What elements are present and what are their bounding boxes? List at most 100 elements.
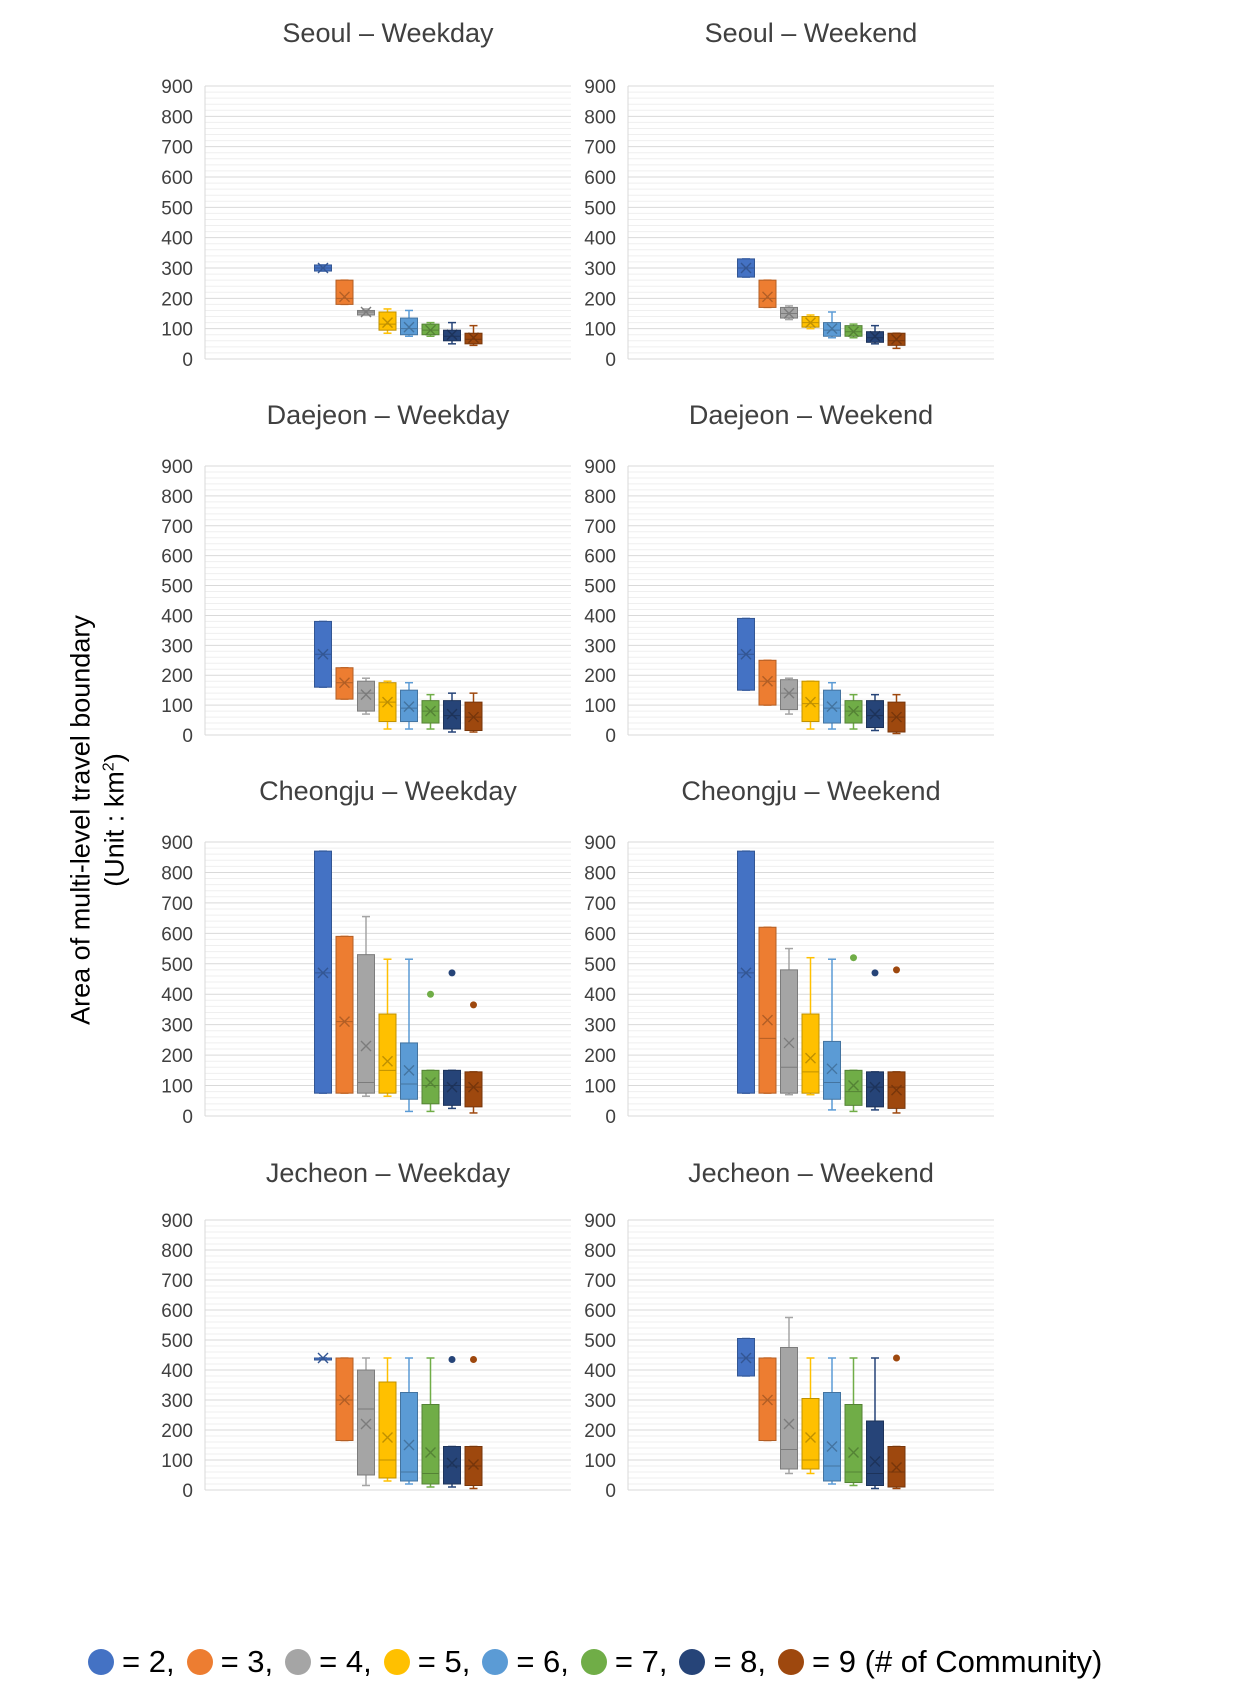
mean-marker: [317, 648, 329, 660]
outlier-point: [871, 969, 879, 977]
y-tick-label: 900: [161, 833, 193, 854]
y-tick-label: 200: [584, 289, 616, 310]
legend-label: = 8,: [713, 1644, 767, 1679]
box-4: [780, 1347, 798, 1470]
y-tick-label: 700: [161, 517, 193, 538]
legend-marker: [778, 1649, 805, 1675]
y-tick-label: 100: [584, 1451, 616, 1472]
y-tick-label: 500: [161, 198, 193, 219]
mean-marker: [425, 705, 436, 717]
mean-marker: [360, 1040, 372, 1052]
box-7: [421, 1069, 440, 1105]
chart-title: Cheongju – Weekday: [259, 776, 517, 806]
box-5: [378, 1381, 397, 1479]
mean-marker: [403, 701, 415, 713]
y-tick-label: 800: [584, 863, 616, 884]
legend-item: = 6,: [482, 1644, 569, 1680]
y-tick-label: 800: [161, 1241, 193, 1262]
y-tick-label: 300: [161, 259, 193, 280]
outlier-point: [893, 1354, 900, 1362]
y-tick-label: 300: [161, 1016, 193, 1037]
mean-marker: [848, 705, 859, 717]
y-tick-label: 200: [584, 666, 616, 687]
y-tick-label: 0: [605, 1107, 616, 1128]
legend-item: = 2,: [88, 1644, 175, 1680]
y-tick-label: 100: [161, 1451, 193, 1472]
box-3: [758, 659, 777, 706]
y-tick-label: 200: [161, 1421, 193, 1442]
y-tick-label: 100: [161, 320, 193, 341]
y-tick-label: 600: [161, 168, 193, 189]
y-axis-label-line1: Area of multi-level travel boundary: [65, 615, 96, 1025]
y-tick-label: 500: [584, 198, 616, 219]
box-8: [866, 1071, 884, 1108]
y-tick-label: 100: [161, 1077, 193, 1098]
mean-marker: [891, 1084, 902, 1096]
y-tick-label: 300: [584, 1016, 616, 1037]
mean-marker: [446, 329, 458, 341]
box-7: [844, 1069, 863, 1106]
legend-marker: [186, 1649, 213, 1675]
mean-marker: [360, 306, 372, 318]
y-tick-label: 100: [584, 1077, 616, 1098]
box-3: [335, 935, 354, 1094]
y-tick-label: 0: [605, 350, 616, 371]
mean-marker: [740, 967, 752, 979]
y-tick-label: 300: [161, 636, 193, 657]
y-tick-label: 800: [584, 1241, 616, 1262]
mean-marker: [762, 675, 773, 687]
mean-marker: [468, 1459, 479, 1470]
y-tick-label: 700: [161, 894, 193, 915]
y-tick-label: 600: [584, 547, 616, 568]
y-tick-label: 300: [584, 1391, 616, 1412]
y-tick-label: 400: [584, 985, 616, 1006]
y-tick-label: 900: [161, 77, 193, 98]
legend-label: = 5,: [417, 1644, 471, 1679]
mean-marker: [891, 711, 902, 723]
box-3: [335, 279, 354, 305]
y-tick-label: 400: [161, 606, 193, 627]
mean-marker: [446, 1457, 458, 1469]
legend-marker: [285, 1649, 312, 1675]
y-tick-label: 900: [584, 77, 616, 98]
legend-marker: [383, 1649, 410, 1675]
legend-label: = 3,: [220, 1644, 274, 1679]
box-6: [400, 1392, 418, 1482]
mean-marker: [740, 262, 752, 274]
box-4: [780, 969, 798, 1094]
y-tick-label: 800: [584, 107, 616, 128]
mean-marker: [762, 1394, 773, 1406]
mean-marker: [382, 317, 393, 329]
y-tick-label: 300: [584, 259, 616, 280]
y-tick-label: 0: [605, 1481, 616, 1502]
mean-marker: [446, 1081, 458, 1093]
legend-label: = 2,: [122, 1644, 175, 1679]
mean-marker: [805, 317, 816, 329]
box-5: [378, 311, 397, 331]
outlier-point: [893, 966, 900, 974]
y-tick-label: 100: [161, 696, 193, 717]
box-6: [823, 1040, 841, 1100]
outlier-point: [427, 990, 434, 998]
box-6: [823, 1392, 841, 1482]
mean-marker: [869, 708, 881, 720]
chart-title: Daejeon – Weekend: [689, 400, 933, 430]
legend-item: = 9 (# of Community): [778, 1644, 1102, 1680]
mean-marker: [783, 308, 795, 319]
y-tick-label: 500: [584, 955, 616, 976]
chart-panel-7: Jecheon – Weekday 0 100 200 300 400 500 600 700 8…: [161, 1158, 571, 1502]
y-tick-label: 0: [182, 350, 193, 371]
y-tick-label: 500: [161, 1331, 193, 1352]
y-tick-label: 200: [161, 666, 193, 687]
y-tick-label: 400: [161, 229, 193, 250]
chart-title: Seoul – Weekday: [282, 18, 494, 48]
chart-panel-3: Daejeon – Weekday 0 100 200 300 400 500 600 700 8…: [161, 400, 571, 747]
mean-marker: [339, 1016, 350, 1028]
y-tick-label: 100: [584, 320, 616, 341]
outlier-point: [448, 1356, 456, 1363]
box-9: [464, 1071, 483, 1108]
chart-title: Daejeon – Weekday: [267, 400, 510, 430]
mean-marker: [317, 967, 329, 979]
